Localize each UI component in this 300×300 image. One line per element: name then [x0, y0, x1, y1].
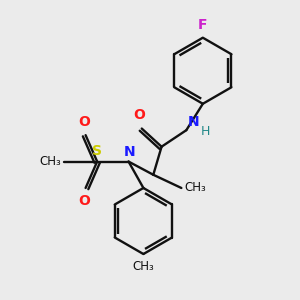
- Text: N: N: [188, 115, 200, 128]
- Text: CH₃: CH₃: [133, 260, 154, 273]
- Text: F: F: [198, 18, 208, 32]
- Text: S: S: [92, 144, 102, 158]
- Text: O: O: [78, 194, 90, 208]
- Text: O: O: [78, 115, 90, 129]
- Text: CH₃: CH₃: [40, 155, 62, 168]
- Text: CH₃: CH₃: [184, 182, 206, 194]
- Text: O: O: [133, 108, 145, 122]
- Text: H: H: [201, 125, 211, 138]
- Text: N: N: [124, 145, 136, 159]
